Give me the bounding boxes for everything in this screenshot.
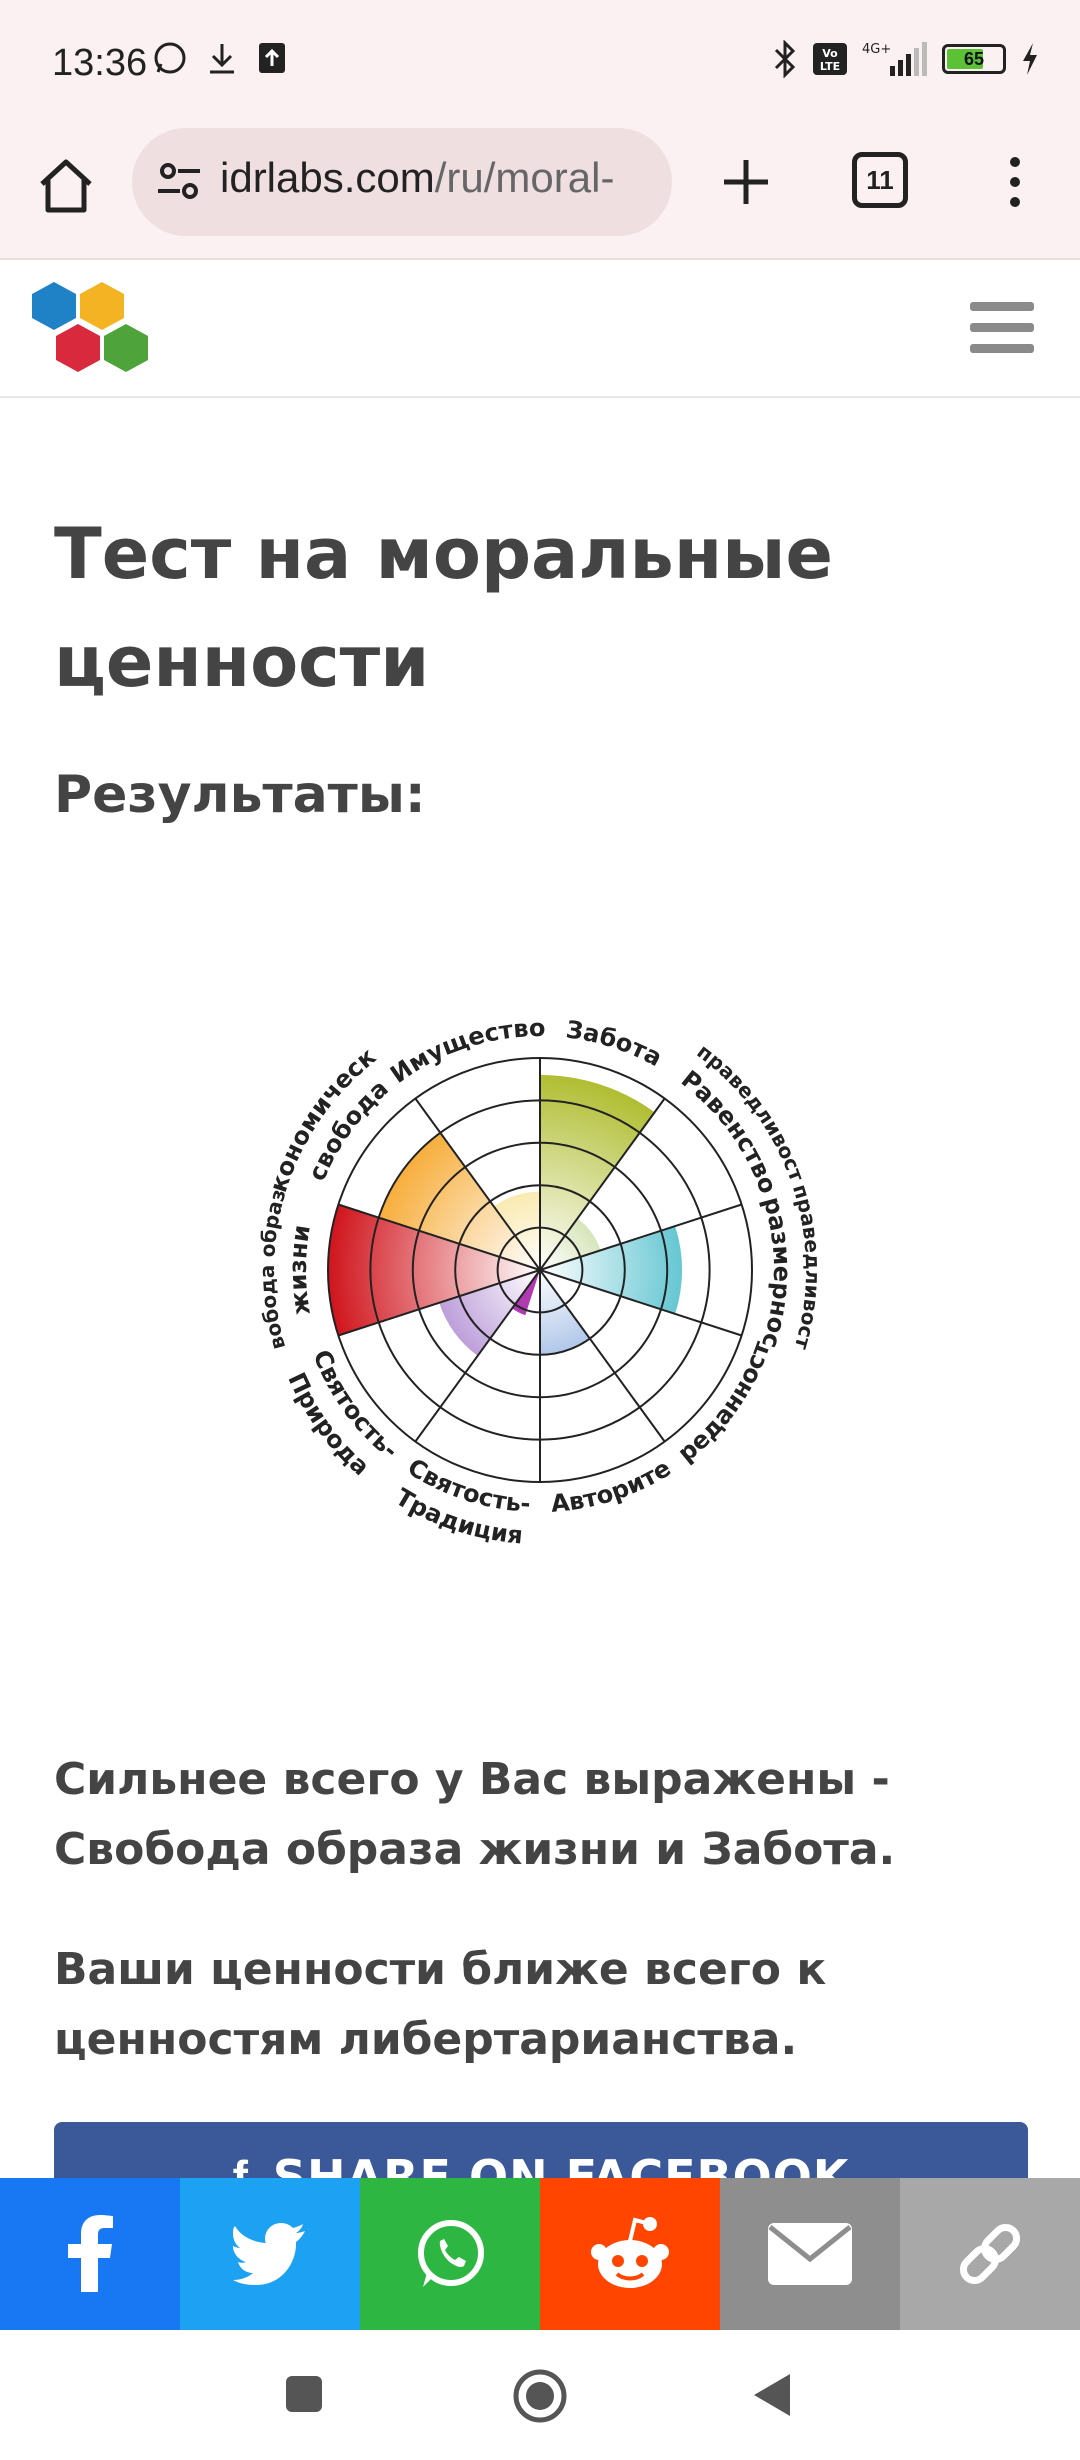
wedge-9	[378, 1132, 540, 1270]
system-icons: Vo LTE 4G+ 65	[772, 40, 1040, 78]
hamburger-menu-icon[interactable]	[970, 300, 1034, 356]
back-nav-icon[interactable]	[752, 2372, 792, 2418]
email-icon	[768, 2223, 852, 2285]
site-settings-icon[interactable]	[154, 156, 204, 206]
whatsapp-notification-icon	[154, 42, 186, 74]
system-navigation-bar	[0, 2330, 1080, 2460]
wedge-8	[328, 1204, 540, 1336]
url-text[interactable]: idrlabs.com/ru/moral-	[220, 154, 660, 202]
wedge-3	[540, 1226, 683, 1314]
facebook-icon	[68, 2215, 113, 2292]
reddit-icon	[591, 2217, 669, 2288]
idrlabs-logo[interactable]	[26, 280, 156, 380]
svg-text:LTE: LTE	[820, 60, 840, 73]
strongest-values-text: Сильнее всего у Вас выражены - Свобода о…	[54, 1754, 896, 1875]
url-bar[interactable]: idrlabs.com/ru/moral-	[132, 128, 672, 236]
download-icon	[210, 44, 234, 74]
upload-icon	[259, 43, 285, 73]
grid-spoke-8	[338, 1269, 541, 1337]
moral-values-wheel: ЗаботаСправедливость-РавенствоСправедлив…	[140, 870, 825, 1549]
bluetooth-icon	[774, 40, 796, 78]
whatsapp-icon	[418, 2220, 484, 2287]
status-bar: 13:36 Vo LTE 4G+ 65	[0, 0, 1080, 128]
share-reddit-button[interactable]	[540, 2178, 720, 2330]
share-facebook-button[interactable]	[0, 2178, 180, 2330]
wedge-2	[540, 1218, 601, 1270]
grid-spoke-5	[539, 1269, 666, 1443]
notification-icons	[152, 40, 288, 76]
grid-spoke-7	[414, 1269, 541, 1443]
url-host: idrlabs.com	[220, 154, 435, 201]
grid-spoke-3	[539, 1203, 742, 1271]
grid-spoke-4	[539, 1269, 742, 1337]
category-label-5: Авторите	[550, 1454, 676, 1518]
recent-apps-icon[interactable]	[284, 2374, 324, 2414]
charging-icon	[1023, 43, 1037, 75]
home-nav-icon[interactable]	[512, 2368, 568, 2424]
copy-link-button[interactable]	[900, 2178, 1080, 2330]
link-icon	[959, 2223, 1021, 2285]
tab-switcher-button[interactable]: 11	[852, 152, 908, 208]
share-email-button[interactable]	[720, 2178, 900, 2330]
share-whatsapp-button[interactable]	[360, 2178, 540, 2330]
browser-toolbar: idrlabs.com/ru/moral- 11	[0, 128, 1080, 260]
closest-ideology-text: Ваши ценности ближе всего к ценностям ли…	[54, 1944, 827, 2065]
category-label-10: Имущество	[385, 1014, 545, 1089]
svg-text:Vo: Vo	[822, 47, 838, 60]
grid-spoke-9	[338, 1203, 541, 1271]
site-header	[0, 260, 1080, 398]
signal-icon: 4G+	[862, 42, 927, 76]
share-twitter-button[interactable]	[180, 2178, 360, 2330]
more-options-icon[interactable]	[990, 150, 1040, 214]
home-icon[interactable]	[34, 154, 98, 218]
svg-text:4G+: 4G+	[862, 42, 891, 57]
new-tab-icon[interactable]	[714, 150, 778, 214]
wedge-7	[439, 1270, 540, 1356]
category-label-8: Свобода образа	[140, 870, 291, 1352]
grid-spoke-2	[539, 1097, 666, 1271]
category-label-1: Забота	[564, 1015, 666, 1072]
battery-icon: 65	[942, 44, 1006, 74]
grid-spoke-10	[414, 1097, 541, 1271]
wedge-10	[493, 1191, 540, 1270]
status-time: 13:36	[52, 42, 148, 84]
results-heading: Результаты:	[54, 765, 426, 825]
wedge-5	[540, 1270, 590, 1355]
url-path: /ru/moral-	[434, 154, 615, 201]
twitter-icon	[233, 2223, 305, 2285]
page-title: Тест на моральные ценности	[54, 513, 833, 703]
share-bar	[0, 2178, 1080, 2330]
battery-level: 65	[963, 49, 985, 69]
category-label-8: жизни	[284, 1223, 316, 1317]
